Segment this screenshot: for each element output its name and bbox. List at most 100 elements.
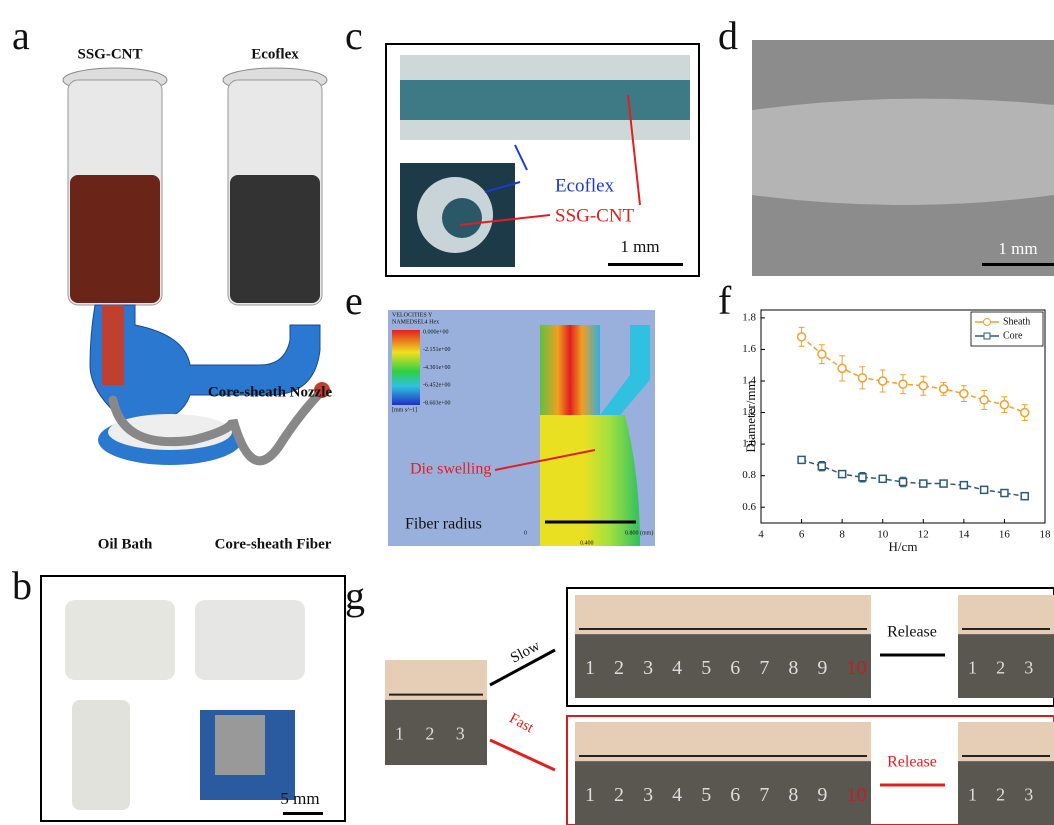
ruler-number: 1 — [968, 657, 977, 677]
marker — [920, 480, 927, 487]
ink — [230, 175, 320, 303]
panel-label: g — [345, 573, 365, 618]
marker — [838, 364, 846, 372]
ruler-number: 2 — [614, 657, 624, 679]
sim-title: VELOCITIES Y — [392, 312, 433, 318]
marker — [940, 385, 948, 393]
annotation: Slow — [508, 638, 543, 667]
scale-bar — [283, 812, 323, 815]
cross-section-core — [442, 198, 482, 238]
x-tick-label: 14 — [958, 529, 970, 541]
marker — [818, 463, 825, 470]
ruler-number: 3 — [1024, 784, 1033, 804]
ruler-number: 3 — [643, 657, 653, 679]
x-tick-label: 8 — [839, 529, 845, 541]
marker — [858, 374, 866, 382]
marker — [1001, 490, 1008, 497]
panel-d: d 1 mm — [718, 13, 1054, 276]
marker — [839, 471, 846, 478]
marker — [879, 475, 886, 482]
x-tick-label: 10 — [877, 529, 889, 541]
core-needle — [102, 305, 124, 385]
panel-label: a — [12, 13, 30, 58]
ruler-number: 2 — [425, 724, 434, 744]
ruler-number: 4 — [672, 657, 682, 679]
scale-bar — [608, 263, 683, 266]
panel-b: b 5 mm — [12, 563, 345, 821]
panel-label: f — [718, 278, 732, 323]
figure: a SSG-CNT Ecoflex Core-sheath Nozzle Oil… — [0, 0, 1054, 825]
ruler-number: 10 — [846, 784, 866, 806]
ruler-number: 1 — [968, 784, 977, 804]
y-tick-label: 1.6 — [742, 343, 756, 355]
series-line — [802, 337, 1025, 413]
marker — [859, 474, 866, 481]
ruler-number: 4 — [672, 784, 682, 806]
colorbar-label: -4.301e+00 — [423, 365, 451, 371]
ruler-number: 6 — [730, 784, 740, 806]
sem-fiber — [752, 99, 1054, 205]
scale-label: 5 mm — [280, 789, 319, 808]
colorbar-label: -8.603e+00 — [423, 400, 451, 406]
ruler-number: 9 — [817, 784, 827, 806]
marker — [798, 456, 805, 463]
annotation: SSG-CNT — [555, 205, 635, 226]
marker — [899, 380, 907, 388]
syringe-label: SSG-CNT — [77, 46, 142, 62]
ruler-number: 2 — [614, 784, 624, 806]
simulation-channel — [540, 325, 600, 415]
arrow — [490, 740, 555, 770]
colorbar — [392, 330, 420, 405]
marker — [900, 478, 907, 485]
nozzle — [90, 305, 320, 425]
legend-swatch — [984, 333, 990, 339]
annotation: Core-sheath Nozzle — [208, 384, 333, 400]
marker — [960, 482, 967, 489]
annotation: Release — [887, 624, 937, 641]
panel-e: e Die swelling Fiber radius [mm s^-1] VE… — [345, 278, 655, 546]
marker — [879, 377, 887, 385]
annotation: Die swelling — [410, 461, 491, 478]
simulation-swell — [540, 415, 640, 546]
ruler-number: 1 — [585, 784, 595, 806]
photo-core — [400, 80, 690, 120]
colorbar-label: -6.452e+00 — [423, 383, 451, 389]
syringe-label: Ecoflex — [251, 46, 299, 62]
colorbar-unit: [mm s^-1] — [392, 407, 417, 413]
ruler-number: 1 — [585, 657, 595, 679]
ruler-number: 8 — [788, 657, 798, 679]
x-tick-label: 4 — [758, 529, 764, 541]
ruler-number: 1 — [395, 724, 404, 744]
annotation: Ecoflex — [555, 175, 615, 196]
legend-label: Core — [1003, 330, 1023, 341]
scale-label: 1 mm — [620, 237, 659, 256]
colorbar-label: -2.151e+00 — [423, 347, 451, 353]
scale-tick: 0.400 — [580, 540, 594, 546]
panel-a: a SSG-CNT Ecoflex Core-sheath Nozzle Oil… — [12, 13, 332, 552]
y-tick-label: 0.6 — [742, 501, 756, 513]
photo — [72, 700, 130, 810]
photo — [195, 600, 305, 680]
ruler-number: 3 — [1024, 657, 1033, 677]
scale-label: 1 mm — [998, 239, 1037, 258]
marker — [981, 486, 988, 493]
marker — [940, 480, 947, 487]
series-line — [802, 460, 1025, 496]
marker — [1000, 401, 1008, 409]
photo — [65, 600, 175, 680]
scale-bar — [982, 263, 1054, 266]
legend-swatch — [984, 319, 991, 326]
ruler-number: 10 — [846, 657, 866, 679]
page: {"panels": { "a": {"label": "a", "syring… — [0, 0, 1054, 825]
marker — [818, 350, 826, 358]
ink — [70, 175, 160, 303]
scale-tick: 0 — [524, 530, 527, 536]
marker — [1021, 409, 1029, 417]
ruler-number: 6 — [730, 657, 740, 679]
x-tick-label: 18 — [1040, 529, 1052, 541]
ruler-number: 3 — [456, 724, 465, 744]
ruler-number: 5 — [701, 657, 711, 679]
x-axis-label: H/cm — [889, 539, 918, 554]
annotation: Core-sheath Fiber — [215, 536, 332, 552]
